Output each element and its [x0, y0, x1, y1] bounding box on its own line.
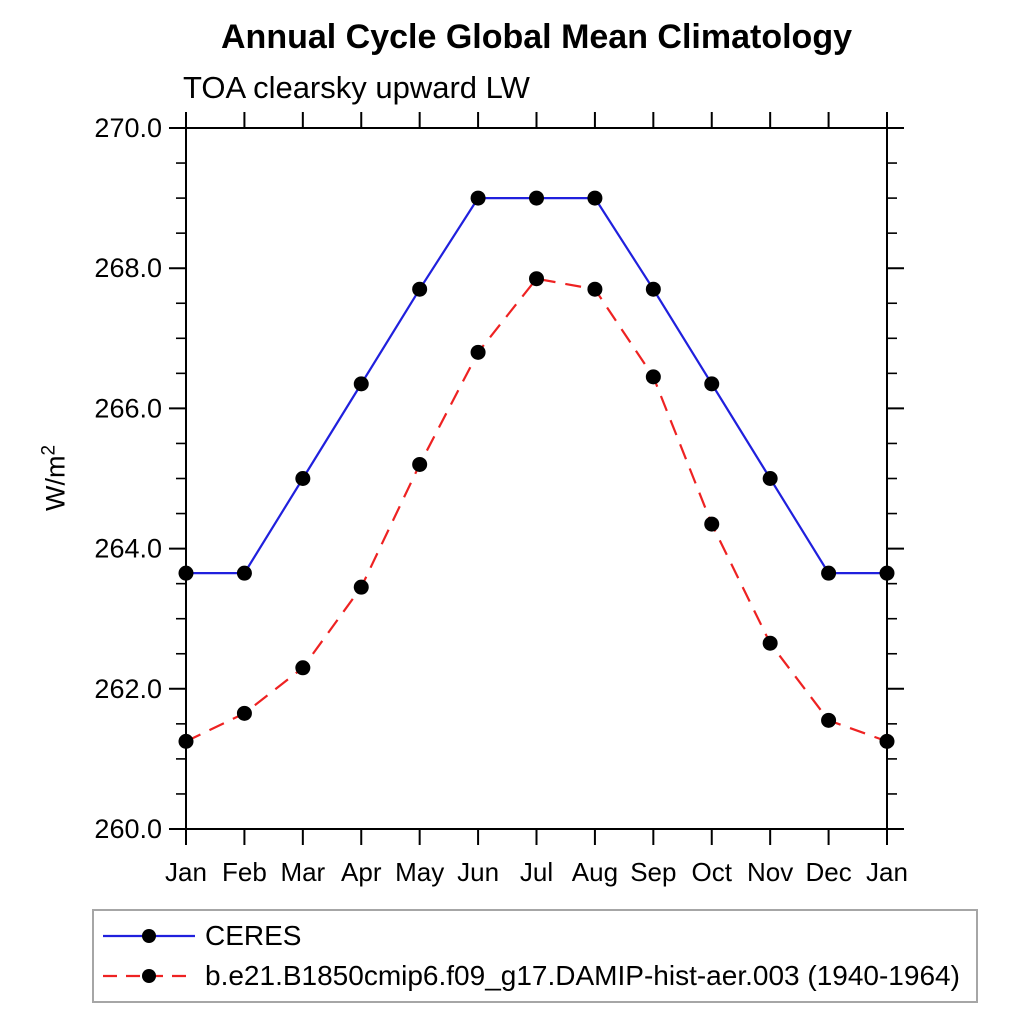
data-point-marker: [412, 456, 428, 472]
x-tick-label: Aug: [572, 857, 618, 887]
data-point-marker: [178, 733, 194, 749]
data-point-marker: [295, 660, 311, 676]
x-tick-label: Dec: [805, 857, 851, 887]
x-tick-label: Jan: [866, 857, 908, 887]
x-axis: Jan Feb Mar Apr May Jun Jul Aug Sep Oct Nov Dec Jan: [165, 112, 908, 887]
data-point-marker: [236, 565, 252, 581]
data-point-marker: [821, 565, 837, 581]
legend-marker-icon: [142, 929, 156, 943]
legend-label-ceres: CERES: [205, 920, 302, 951]
data-point-marker: [645, 369, 661, 385]
legend-line-sample-dashed: [103, 969, 195, 983]
x-tick-label: Jan: [165, 857, 207, 887]
y-tick-label: 264.0: [94, 534, 162, 564]
legend-line-sample-solid: [103, 929, 195, 943]
data-point-marker: [645, 281, 661, 297]
y-tick-label: 270.0: [94, 113, 162, 143]
plot-frame: [185, 127, 888, 830]
chart-subtitle: TOA clearsky upward LW: [183, 70, 530, 105]
chart-title: Annual Cycle Global Mean Climatology: [221, 18, 852, 56]
y-tick-label: 266.0: [94, 393, 162, 423]
data-point-marker: [762, 471, 778, 486]
legend: CERES b.e21.B1850cmip6.f09_g17.DAMIP-his…: [92, 909, 978, 1003]
data-point-marker: [762, 635, 778, 651]
x-tick-label: Oct: [692, 857, 733, 887]
legend-label-model: b.e21.B1850cmip6.f09_g17.DAMIP-hist-aer.…: [205, 960, 960, 991]
legend-item-ceres: CERES: [99, 916, 976, 956]
data-point-marker: [470, 190, 486, 206]
x-tick-label: Nov: [747, 857, 793, 887]
data-point-marker: [587, 190, 603, 206]
data-point-marker: [821, 712, 837, 728]
data-point-marker: [236, 705, 252, 721]
y-axis: 260.0 262.0 264.0 266.0 268.0 270.0: [94, 113, 904, 844]
x-tick-label: Apr: [341, 857, 382, 887]
data-point-marker: [470, 344, 486, 360]
data-point-marker: [529, 190, 544, 206]
x-tick-label: Feb: [222, 857, 267, 887]
y-tick-label: 268.0: [94, 253, 162, 283]
x-tick-label: Mar: [280, 857, 325, 887]
x-tick-label: Jun: [457, 857, 499, 887]
data-point-marker: [704, 376, 720, 392]
data-point-marker: [587, 281, 603, 297]
y-tick-label: 262.0: [94, 674, 162, 704]
data-point-marker: [412, 281, 428, 297]
data-point-marker: [178, 565, 194, 581]
data-point-marker: [353, 376, 369, 392]
x-tick-label: May: [395, 857, 444, 887]
data-point-marker: [295, 471, 311, 486]
legend-item-model: b.e21.B1850cmip6.f09_g17.DAMIP-hist-aer.…: [99, 956, 976, 996]
series-ceres: [178, 190, 895, 581]
data-point-marker: [353, 579, 369, 595]
data-point-marker: [879, 733, 895, 749]
y-tick-label: 260.0: [94, 814, 162, 844]
legend-marker-icon: [142, 969, 156, 983]
x-tick-label: Sep: [630, 857, 676, 887]
data-point-marker: [529, 271, 544, 287]
series-model: [178, 271, 895, 749]
x-tick-label: Jul: [520, 857, 553, 887]
data-point-marker: [879, 565, 895, 581]
data-point-marker: [704, 516, 720, 532]
